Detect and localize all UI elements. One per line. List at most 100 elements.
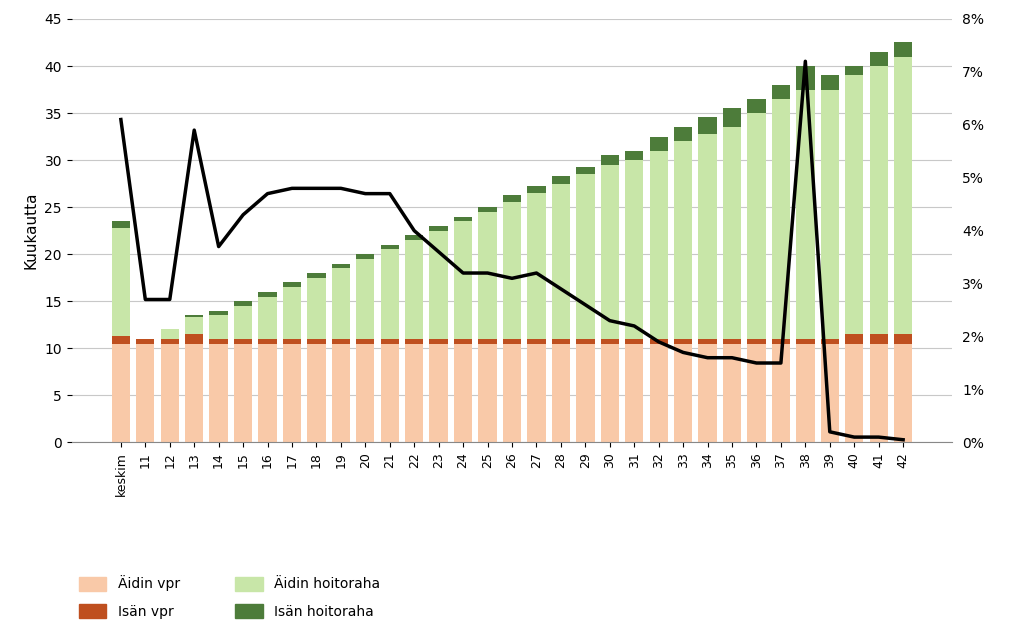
Bar (797, 344, 814, 442)
Bar (478, 212, 497, 339)
Bar (161, 329, 179, 339)
Bar (307, 273, 326, 277)
Bar (527, 186, 546, 193)
Bar (112, 336, 130, 344)
Bar (161, 339, 179, 344)
Bar (283, 287, 301, 339)
Bar (210, 311, 227, 315)
Bar (356, 344, 375, 442)
Bar (429, 339, 447, 344)
Bar (454, 339, 472, 344)
Bar (478, 339, 497, 344)
Bar (674, 127, 692, 142)
Bar (748, 113, 766, 339)
Bar (527, 339, 546, 344)
Bar (625, 160, 643, 339)
Bar (429, 226, 447, 231)
Bar (233, 339, 252, 344)
Bar (454, 221, 472, 339)
Bar (820, 75, 839, 90)
Bar (478, 207, 497, 212)
Bar (233, 344, 252, 442)
Bar (649, 137, 668, 150)
Bar (894, 42, 912, 57)
Bar (772, 344, 791, 442)
Bar (894, 344, 912, 442)
Bar (820, 344, 839, 442)
Bar (698, 117, 717, 134)
Bar (161, 344, 179, 442)
Bar (552, 176, 570, 184)
Bar (723, 339, 741, 344)
Bar (258, 292, 276, 296)
Bar (527, 344, 546, 442)
Bar (136, 344, 155, 442)
Bar (577, 174, 595, 339)
Bar (649, 150, 668, 339)
Bar (698, 344, 717, 442)
Bar (503, 339, 521, 344)
Bar (748, 99, 766, 113)
Bar (894, 57, 912, 334)
Bar (748, 344, 766, 442)
Bar (577, 344, 595, 442)
Bar (723, 344, 741, 442)
Bar (723, 127, 741, 339)
Bar (772, 339, 791, 344)
Bar (185, 344, 204, 442)
Bar (112, 221, 130, 228)
Bar (332, 264, 350, 269)
Bar (356, 339, 375, 344)
Bar (112, 228, 130, 336)
Bar (503, 344, 521, 442)
Bar (381, 250, 399, 339)
Bar (283, 339, 301, 344)
Bar (233, 301, 252, 306)
Bar (625, 339, 643, 344)
Bar (503, 202, 521, 339)
Bar (527, 193, 546, 339)
Bar (356, 254, 375, 259)
Bar (625, 344, 643, 442)
Bar (674, 344, 692, 442)
Bar (869, 344, 888, 442)
Bar (797, 339, 814, 344)
Bar (406, 339, 423, 344)
Bar (332, 339, 350, 344)
Bar (552, 344, 570, 442)
Bar (674, 339, 692, 344)
Bar (649, 344, 668, 442)
Bar (136, 339, 155, 344)
Bar (429, 344, 447, 442)
Bar (601, 155, 618, 165)
Bar (454, 344, 472, 442)
Bar (748, 339, 766, 344)
Bar (601, 339, 618, 344)
Bar (649, 339, 668, 344)
Bar (332, 344, 350, 442)
Bar (797, 90, 814, 339)
Bar (454, 217, 472, 221)
Bar (894, 334, 912, 344)
Bar (381, 339, 399, 344)
Bar (185, 317, 204, 334)
Bar (845, 334, 863, 344)
Bar (698, 134, 717, 339)
Bar (332, 269, 350, 339)
Bar (258, 339, 276, 344)
Bar (601, 344, 618, 442)
Bar (869, 52, 888, 66)
Bar (577, 339, 595, 344)
Bar (307, 344, 326, 442)
Y-axis label: Kuukautta: Kuukautta (24, 192, 39, 269)
Bar (797, 66, 814, 90)
Bar (869, 334, 888, 344)
Bar (307, 277, 326, 339)
Bar (845, 344, 863, 442)
Bar (577, 167, 595, 174)
Legend: Äidin vpr, Isän vpr, Äidin hoitoraha, Isän hoitoraha: Äidin vpr, Isän vpr, Äidin hoitoraha, Is… (79, 576, 380, 619)
Bar (772, 99, 791, 339)
Bar (723, 108, 741, 127)
Bar (429, 231, 447, 339)
Bar (820, 339, 839, 344)
